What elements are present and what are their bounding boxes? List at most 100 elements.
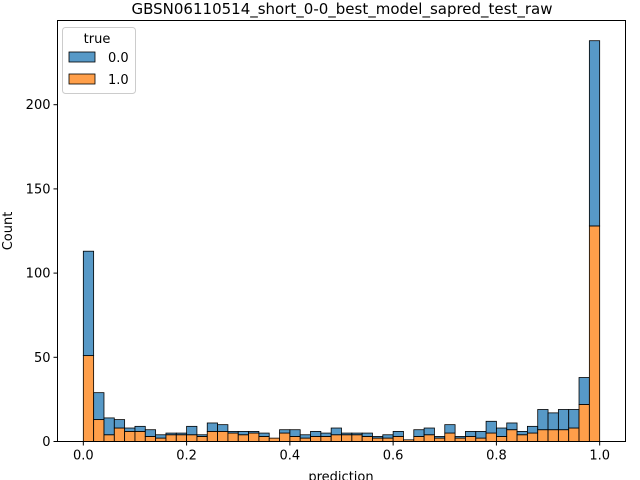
- bar-series-0-bin-1: [93, 419, 105, 442]
- bar-series-1-bin-23: [320, 432, 332, 437]
- bar-series-0-bin-7: [155, 437, 167, 442]
- bar-series-0-bin-8: [165, 434, 177, 442]
- bar-series-0-bin-29: [382, 437, 394, 442]
- bar-series-1-bin-13: [217, 424, 229, 432]
- bar-series-1-bin-35: [444, 424, 456, 434]
- bar-series-0-bin-25: [341, 434, 353, 442]
- legend-swatch-1: [68, 73, 96, 85]
- bar-series-1-bin-43: [526, 425, 539, 434]
- x-ticks-group: 0.0 0.2 0.4 0.6 0.8 1.0: [73, 441, 610, 464]
- bar-series-1-bin-14: [227, 430, 239, 434]
- legend-title: true: [84, 32, 111, 47]
- bar-series-0-bin-2: [103, 434, 115, 442]
- bar-series-0-bin-15: [237, 434, 249, 442]
- bar-series-1-bin-20: [289, 429, 301, 437]
- bar-series-1-bin-5: [134, 425, 146, 432]
- bar-series-1-bin-39: [485, 420, 497, 434]
- bar-series-1-bin-1: [93, 392, 105, 421]
- plot-frame: [57, 20, 626, 442]
- bar-series-1-bin-26: [351, 432, 363, 436]
- bar-series-0-bin-5: [134, 430, 146, 442]
- bar-series-1-bin-21: [299, 434, 311, 439]
- bar-series-0-bin-23: [320, 436, 332, 442]
- bar-series-1-bin-46: [557, 409, 570, 431]
- bar-series-1-bin-7: [155, 434, 167, 439]
- bar-series-0-bin-30: [392, 436, 404, 442]
- bar-series-1-bin-6: [144, 429, 157, 437]
- bar-series-0-bin-21: [299, 437, 311, 442]
- x-tick-label: 0.8: [486, 449, 507, 464]
- bar-series-1-bin-44: [537, 409, 549, 431]
- y-tick-label: 200: [26, 98, 51, 113]
- bar-series-1-bin-27: [361, 432, 373, 437]
- legend: true 0.0 1.0: [62, 27, 136, 94]
- bar-series-0-bin-46: [557, 429, 570, 442]
- x-tick-label: 0.2: [176, 449, 197, 464]
- bar-series-1-bin-45: [547, 412, 559, 431]
- bar-series-0-bin-48: [578, 404, 590, 442]
- legend-label-1: 1.0: [108, 73, 129, 88]
- bar-series-1-bin-0: [82, 250, 95, 357]
- bar-series-1-bin-41: [506, 422, 518, 431]
- bar-series-1-bin-48: [578, 377, 590, 405]
- bar-series-0-bin-3: [113, 427, 126, 442]
- bar-series-0-bin-39: [485, 432, 497, 442]
- bar-series-0-bin-41: [506, 429, 518, 442]
- bar-series-1-bin-32: [413, 429, 425, 437]
- bar-series-1-bin-4: [124, 427, 136, 432]
- bar-series-1-bin-28: [372, 436, 384, 439]
- bar-series-0-bin-35: [444, 432, 456, 442]
- bar-series-0-bin-45: [547, 429, 559, 442]
- bar-series-1-bin-49: [588, 40, 601, 227]
- x-axis-label: prediction: [308, 470, 373, 480]
- bar-series-0-bin-18: [268, 437, 280, 442]
- bar-series-0-bin-43: [526, 432, 539, 442]
- bar-series-0-bin-38: [475, 437, 487, 442]
- bar-series-1-bin-8: [165, 432, 177, 436]
- bar-series-0-bin-19: [279, 432, 291, 442]
- bar-series-0-bin-20: [289, 436, 301, 442]
- bar-series-0-bin-44: [537, 429, 549, 442]
- bar-series-0-bin-26: [351, 434, 363, 442]
- bar-series-1-bin-3: [113, 419, 126, 429]
- bar-series-0-bin-14: [227, 432, 239, 442]
- bar-series-0-bin-9: [175, 434, 187, 442]
- bar-series-0-bin-11: [196, 436, 208, 442]
- bar-series-0-bin-28: [372, 437, 384, 442]
- y-axis-label: Count: [1, 212, 16, 251]
- bar-series-1-bin-38: [475, 430, 487, 439]
- x-tick-label: 0.0: [73, 449, 94, 464]
- bar-series-1-bin-36: [454, 436, 466, 439]
- bar-series-0-bin-27: [361, 436, 373, 442]
- bar-series-0-bin-10: [186, 434, 198, 442]
- legend-label-0: 0.0: [108, 51, 129, 66]
- y-ticks-group: 0 50 100 150 200: [26, 98, 58, 450]
- bar-series-1-bin-42: [516, 430, 528, 436]
- bar-series-0-bin-32: [413, 436, 425, 442]
- bar-series-1-bin-24: [330, 427, 342, 436]
- bar-series-0-bin-0: [82, 355, 95, 442]
- bar-series-0-bin-17: [258, 436, 270, 442]
- bar-series-1-bin-17: [258, 432, 270, 437]
- bar-series-0-bin-16: [248, 432, 260, 442]
- bar-series-1-bin-22: [310, 430, 322, 437]
- bar-series-1-bin-30: [392, 430, 404, 437]
- bar-series-1-bin-15: [237, 430, 249, 436]
- bar-series-1-bin-10: [186, 425, 198, 436]
- bar-series-0-bin-36: [454, 437, 466, 442]
- bar-series-1-bin-34: [434, 436, 446, 439]
- bar-series-1-bin-25: [341, 432, 353, 436]
- x-tick-label: 1.0: [589, 449, 610, 464]
- bar-series-1-bin-2: [103, 417, 115, 436]
- bar-series-1-bin-16: [248, 430, 260, 434]
- x-tick-label: 0.6: [383, 449, 404, 464]
- y-tick-label: 0: [42, 435, 50, 450]
- y-tick-label: 100: [26, 267, 51, 282]
- y-tick-label: 150: [26, 182, 51, 197]
- bar-series-1-bin-9: [175, 432, 187, 436]
- bar-series-0-bin-40: [496, 436, 508, 442]
- bar-series-1-bin-40: [496, 427, 508, 437]
- bar-series-0-bin-6: [144, 436, 157, 442]
- bar-series-1-bin-33: [423, 427, 435, 436]
